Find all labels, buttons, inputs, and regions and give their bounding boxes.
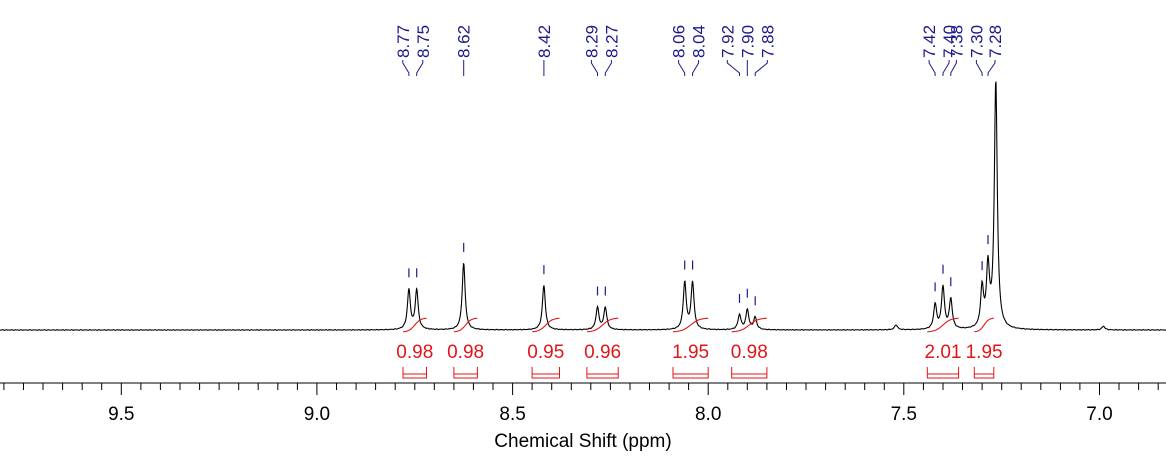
integral-bracket: [973, 367, 995, 379]
x-tick-label: 9.0: [304, 404, 330, 425]
peak-connector: [692, 60, 700, 76]
peak-label: 7.42: [920, 25, 939, 58]
x-axis: 9.5 9.0 8.5 8.0 7.5 7.0: [0, 382, 1166, 425]
integral-value: 1.95: [966, 342, 1003, 363]
integral-value: 1.95: [672, 342, 709, 363]
integral-curve: [532, 317, 560, 333]
integral-value: 2.01: [925, 342, 962, 363]
peak-connector: [987, 60, 996, 76]
peak-labels: 8.77 8.75 8.62 8.42 8.29 8.27 8.06 8.04 7.92 7.90…: [394, 25, 1005, 306]
peak-connector: [975, 60, 983, 76]
integral-bracket: [672, 367, 709, 379]
peak-label: 7.88: [758, 25, 777, 58]
integral-curve: [927, 317, 959, 333]
integral-curve: [586, 317, 619, 333]
integral-bracket: [531, 367, 560, 379]
integral-curve: [974, 317, 994, 333]
x-tick-label: 9.5: [108, 404, 134, 425]
integral-value: 0.96: [584, 342, 621, 363]
spectrum-line: [0, 81, 1166, 331]
peak-connector: [590, 60, 598, 76]
integral-value: 0.98: [396, 342, 433, 363]
peak-label: 8.42: [535, 25, 554, 58]
x-tick-label: 8.0: [695, 404, 721, 425]
integral-bracket: [926, 367, 960, 379]
peak-connector: [942, 60, 950, 76]
peak-connector: [604, 60, 612, 76]
integral-bracket: [453, 367, 478, 379]
peak-label: 7.40: [940, 25, 959, 58]
peak-label: 8.06: [670, 25, 689, 58]
peak-label: 8.62: [455, 25, 474, 58]
peak-label: 8.29: [582, 25, 601, 58]
integral-bracket: [402, 367, 427, 379]
peak-label: 8.75: [414, 25, 433, 58]
integral-curve: [672, 317, 709, 333]
peak-connector: [402, 60, 410, 76]
integral-value: 0.98: [447, 342, 484, 363]
peak-label: 8.04: [690, 25, 709, 58]
integral-bracket: [731, 367, 768, 379]
peak-connector: [678, 60, 686, 76]
peak-label: 8.77: [394, 25, 413, 58]
peak-connector: [754, 60, 768, 76]
x-tick-label: 7.0: [1086, 404, 1112, 425]
peak-connector: [416, 60, 424, 76]
x-axis-label: Chemical Shift (ppm): [494, 431, 671, 452]
peak-connector: [928, 60, 936, 76]
peak-label: 7.90: [738, 25, 757, 58]
x-tick-label: 7.5: [891, 404, 917, 425]
peak-label: 7.30: [967, 25, 986, 58]
integral-value: 0.95: [527, 342, 564, 363]
integral-curve: [731, 317, 767, 333]
integral-value: 0.98: [731, 342, 768, 363]
peak-connector: [950, 60, 957, 76]
integrals: 0.98 0.98 0.95 0.96 1.95 0.98 2.01 1.95: [396, 317, 1003, 379]
integral-curve: [402, 317, 427, 333]
integral-bracket: [586, 367, 619, 379]
peak-label: 7.92: [718, 25, 737, 58]
integral-curve: [453, 317, 478, 333]
x-tick-label: 8.5: [499, 404, 525, 425]
peak-label: 7.28: [986, 25, 1005, 58]
peak-connector: [726, 60, 740, 76]
peak-label: 7.38: [947, 25, 966, 58]
peak-label: 8.27: [602, 25, 621, 58]
